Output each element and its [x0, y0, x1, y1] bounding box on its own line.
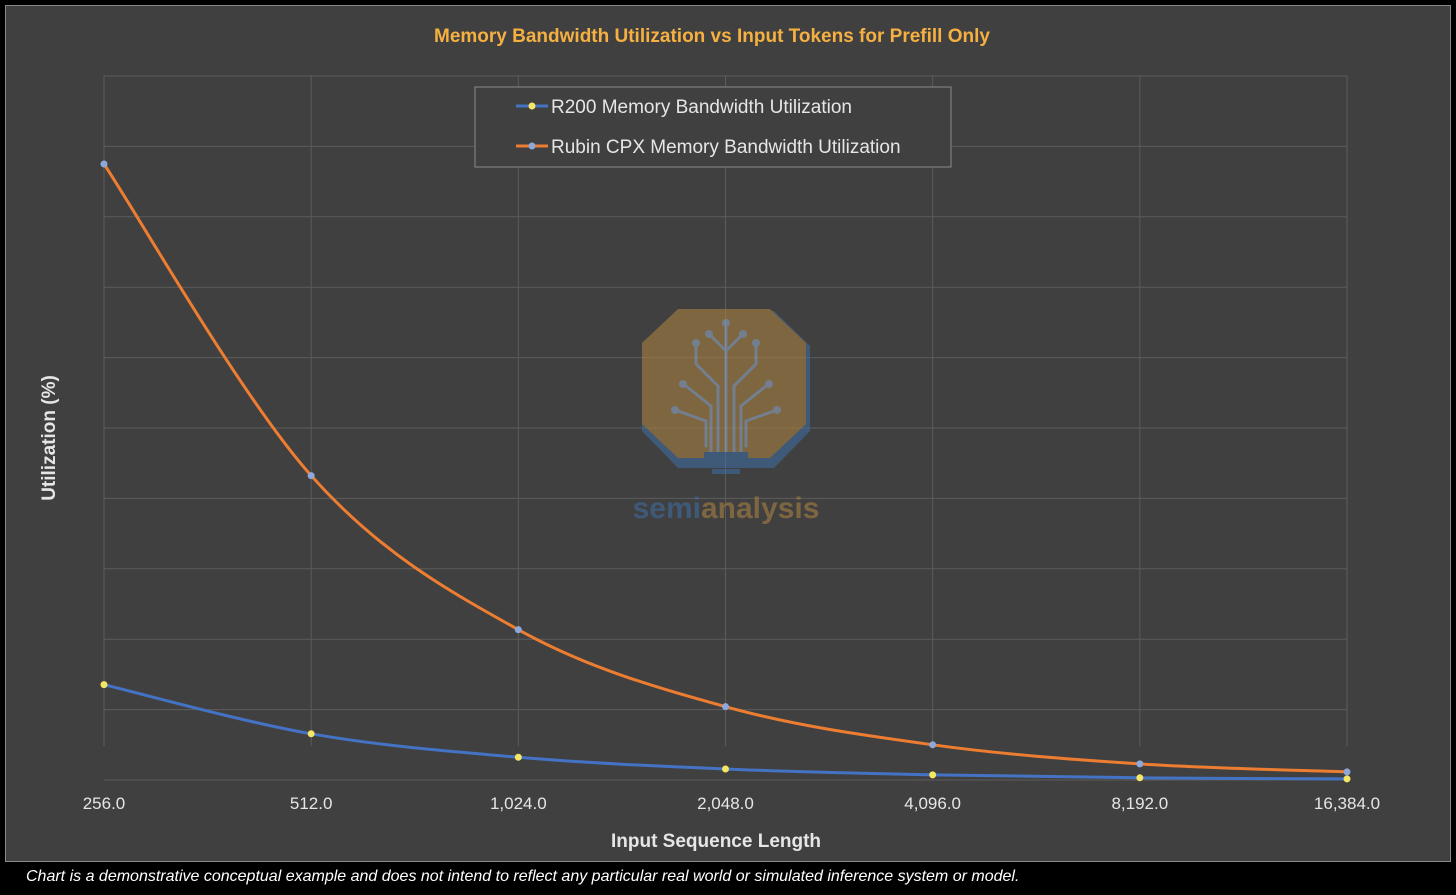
- x-tick-label: 4,096.0: [904, 794, 961, 813]
- x-tick-label: 2,048.0: [697, 794, 754, 813]
- series-1-point-0: [100, 160, 108, 168]
- x-tick-label: 256.0: [83, 794, 126, 813]
- footnote: Chart is a demonstrative conceptual exam…: [26, 868, 1020, 885]
- chart-svg: Memory Bandwidth Utilization vs Input To…: [39, 26, 1380, 852]
- x-axis-title: Input Sequence Length: [611, 831, 821, 852]
- legend-swatch-r200-marker: [528, 102, 536, 110]
- x-tick-label: 512.0: [290, 794, 333, 813]
- series-1-point-6: [1343, 768, 1351, 776]
- series-1-point-5: [1136, 760, 1144, 768]
- x-tick-label: 1,024.0: [490, 794, 547, 813]
- svg-text:semianalysis: semianalysis: [633, 492, 820, 525]
- series-0-point-1: [307, 730, 315, 738]
- legend-label-r200: R200 Memory Bandwidth Utilization: [551, 97, 852, 118]
- legend-swatch-rubin-marker: [528, 142, 536, 150]
- series-0-point-6: [1343, 775, 1351, 783]
- series-0-point-2: [514, 753, 522, 761]
- series-1-point-2: [514, 626, 522, 634]
- series-0-point-3: [722, 765, 729, 773]
- legend-label-rubin-cpx: Rubin CPX Memory Bandwidth Utilization: [551, 137, 901, 158]
- semianalysis-watermark-logo: semianalysis: [633, 309, 820, 525]
- x-tick-label: 8,192.0: [1111, 794, 1168, 813]
- x-tick-labels: 256.0 512.0 1,024.0 2,048.0 4,096.0 8,192.0 16…: [83, 794, 1380, 813]
- watermark-text-semi: semi: [633, 492, 701, 525]
- watermark-text-analysis: analysis: [701, 492, 819, 525]
- series-0-point-5: [1136, 774, 1144, 782]
- series-1-point-1: [307, 472, 315, 480]
- x-tick-label: 16,384.0: [1314, 794, 1380, 813]
- series-1-point-3: [722, 703, 729, 711]
- series-layer: [100, 160, 1351, 783]
- chart-title: Memory Bandwidth Utilization vs Input To…: [434, 26, 990, 47]
- y-axis-title: Utilization (%): [39, 375, 60, 501]
- series-0-point-4: [929, 771, 937, 779]
- legend-box: [474, 86, 952, 168]
- series-1-point-4: [929, 741, 937, 749]
- legend: R200 Memory Bandwidth Utilization Rubin …: [474, 86, 952, 168]
- chart-frame: Memory Bandwidth Utilization vs Input To…: [5, 5, 1451, 862]
- series-0-point-0: [100, 681, 108, 689]
